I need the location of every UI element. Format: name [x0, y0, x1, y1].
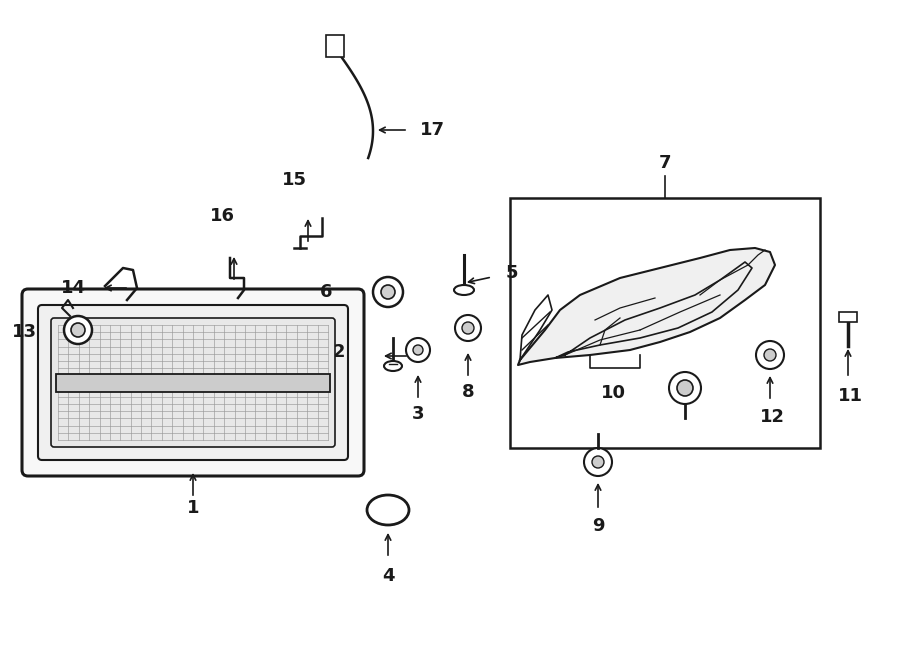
Text: 4: 4: [382, 567, 394, 585]
Text: 10: 10: [600, 384, 626, 402]
Circle shape: [764, 349, 776, 361]
Bar: [326, 35, 344, 57]
Text: 11: 11: [838, 387, 862, 405]
Circle shape: [584, 448, 612, 476]
Circle shape: [64, 316, 92, 344]
Bar: [510, 198, 820, 448]
Text: 17: 17: [419, 121, 445, 139]
Ellipse shape: [367, 495, 409, 525]
Polygon shape: [518, 248, 775, 365]
FancyBboxPatch shape: [22, 289, 364, 476]
Circle shape: [71, 323, 85, 337]
Text: 7: 7: [659, 154, 671, 172]
Bar: [56, 373, 330, 391]
Text: 12: 12: [760, 408, 785, 426]
Text: 13: 13: [12, 323, 37, 341]
Circle shape: [455, 315, 481, 341]
Circle shape: [381, 285, 395, 299]
Text: 2: 2: [333, 343, 346, 361]
Text: 1: 1: [187, 499, 199, 517]
Circle shape: [413, 345, 423, 355]
Circle shape: [669, 372, 701, 404]
Circle shape: [406, 338, 430, 362]
Text: 16: 16: [210, 207, 235, 225]
Ellipse shape: [384, 361, 402, 371]
Text: 14: 14: [60, 279, 86, 297]
FancyBboxPatch shape: [38, 305, 348, 460]
Text: 9: 9: [592, 517, 604, 535]
Circle shape: [373, 277, 403, 307]
Text: 15: 15: [282, 171, 307, 189]
Circle shape: [677, 380, 693, 396]
Text: 3: 3: [412, 405, 424, 423]
Circle shape: [462, 322, 474, 334]
Text: 5: 5: [506, 264, 518, 282]
Ellipse shape: [454, 285, 474, 295]
Circle shape: [756, 341, 784, 369]
Text: 8: 8: [462, 383, 474, 401]
Circle shape: [592, 456, 604, 468]
FancyBboxPatch shape: [51, 318, 335, 447]
Bar: [839, 312, 857, 322]
Text: 6: 6: [320, 283, 332, 301]
